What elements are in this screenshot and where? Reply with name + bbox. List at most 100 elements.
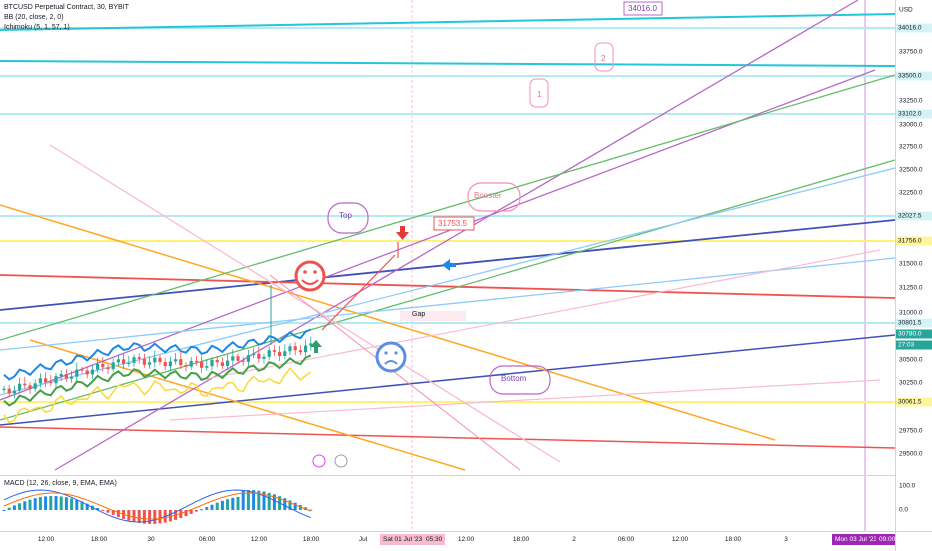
target-box-frame	[433, 216, 475, 231]
macd-bar	[205, 506, 209, 510]
trendline	[0, 69, 876, 401]
candle-body	[158, 357, 162, 362]
trendline	[269, 274, 521, 471]
macd-bar	[252, 490, 256, 510]
candle-body	[215, 359, 219, 363]
candle-body	[304, 345, 308, 353]
macd-bar	[116, 510, 120, 518]
price-tick: 32250.0	[899, 189, 923, 197]
wave-2-frame	[594, 42, 614, 72]
candle-body	[184, 365, 188, 367]
top-callout[interactable]: Top	[339, 211, 352, 220]
candle-body	[111, 362, 115, 370]
trendline	[0, 74, 895, 341]
time-tick: 18:00	[512, 536, 530, 543]
candle-body	[148, 362, 152, 365]
candle-body	[96, 363, 100, 370]
wave-1-frame	[529, 78, 549, 108]
candle-body	[252, 353, 256, 356]
price-label: 30061.5	[896, 397, 932, 407]
price-tick: 29750.0	[899, 427, 923, 435]
macd-bar	[75, 499, 79, 510]
candle-body	[49, 382, 53, 384]
price-tick: 29500.0	[899, 450, 923, 458]
trendline	[0, 257, 895, 351]
macd-bar	[2, 510, 6, 511]
candle-body	[2, 388, 6, 390]
candle-body	[64, 373, 68, 379]
projection-arrow	[321, 254, 396, 331]
price-label: 27:03	[896, 340, 932, 350]
candle-body	[288, 346, 292, 352]
price-label: 33102.0	[896, 109, 932, 119]
macd-bar	[7, 507, 11, 510]
candle-body	[28, 385, 32, 389]
candle-body	[267, 350, 271, 357]
price-label: 30780.0	[896, 329, 932, 339]
candle-body	[283, 351, 287, 356]
booster-callout[interactable]: Booster	[474, 191, 502, 200]
macd-bar	[80, 501, 84, 510]
bb-legend[interactable]: BB (20, close, 2, 0)	[4, 14, 64, 21]
macd-bar	[28, 499, 32, 510]
trendline	[0, 167, 895, 396]
candle-body	[18, 383, 22, 391]
candle-body	[220, 362, 224, 366]
time-tick: 18:00	[90, 536, 108, 543]
macd-bar	[257, 490, 261, 510]
time-tick: 30	[147, 536, 155, 543]
macd-bar	[44, 496, 48, 510]
level-box[interactable]: 34016.0	[628, 4, 657, 13]
macd-bar	[220, 500, 224, 510]
macd-bar	[33, 498, 37, 510]
macd-bar	[142, 510, 146, 524]
macd-bar	[85, 503, 89, 510]
macd-bar	[215, 502, 219, 510]
time-tick: 2	[572, 536, 576, 543]
candle-body	[127, 362, 131, 364]
target-box[interactable]: 31753.5	[438, 219, 467, 228]
candle-body	[54, 376, 58, 384]
gap-box	[400, 311, 466, 321]
macd-bar	[111, 510, 115, 515]
macd-bar	[64, 497, 68, 510]
wave-2-label[interactable]: 2	[601, 54, 606, 63]
price-label: 30801.5	[896, 318, 932, 328]
price-tick: 30250.0	[899, 379, 923, 387]
candle-body	[200, 361, 204, 368]
time-tick: 18:00	[302, 536, 320, 543]
price-tick: 32750.0	[899, 143, 923, 151]
time-label: Mon 03 Jul '23	[832, 534, 881, 545]
ichimoku-line	[3, 367, 312, 424]
pane-separator	[0, 475, 895, 476]
candle-body	[101, 363, 105, 368]
macd-bar	[283, 498, 287, 510]
macd-grid	[411, 476, 866, 531]
trendline	[0, 274, 895, 299]
candle-body	[236, 356, 240, 361]
time-axis[interactable]: 12:00 18:00 30 06:00 12:00 18:00 Jul 12:00 18:00…	[0, 531, 899, 551]
candle-body	[80, 369, 84, 371]
candle-body	[153, 357, 157, 363]
macd-histogram	[2, 490, 313, 524]
wave-1-label[interactable]: 1	[537, 90, 542, 99]
price-chart-pane[interactable]	[0, 0, 895, 475]
candle-body	[85, 370, 89, 375]
macd-bar	[298, 505, 302, 510]
ichimoku-legend[interactable]: Ichimoku (5, 1, 57, 1)	[4, 24, 70, 31]
macd-bar	[241, 490, 245, 510]
macd-bar	[226, 499, 230, 510]
symbol-legend[interactable]: BTCUSD Perpetual Contract, 30, BYBIT	[4, 4, 129, 11]
candle-body	[163, 361, 167, 367]
macd-bar	[59, 496, 63, 510]
trendline	[0, 334, 895, 426]
macd-pane[interactable]	[0, 476, 895, 531]
macd-bar	[293, 502, 297, 510]
price-tick: 30500.0	[899, 356, 923, 364]
price-axis[interactable]: USD 33750.0 33250.0 33000.0 32750.0 32500.0 3…	[895, 0, 932, 531]
bottom-callout[interactable]: Bottom	[501, 374, 527, 383]
macd-legend[interactable]: MACD (12, 26, close, 9, EMA, EMA)	[4, 480, 117, 487]
sad-eye	[384, 351, 388, 355]
candlesticks	[2, 285, 313, 399]
signal-line	[3, 492, 311, 520]
